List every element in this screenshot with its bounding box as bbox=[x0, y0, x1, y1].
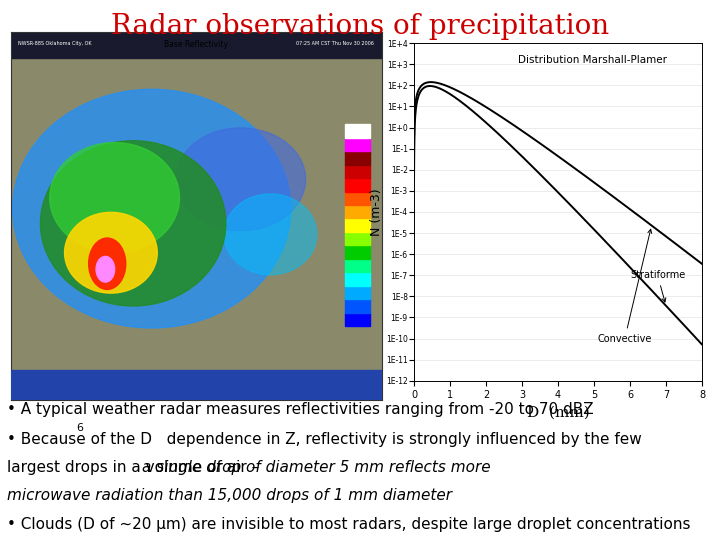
Text: • Clouds (D of ~20 μm) are invisible to most radars, despite large droplet conce: • Clouds (D of ~20 μm) are invisible to … bbox=[7, 517, 690, 532]
Bar bbox=[345, 245, 371, 259]
Text: largest drops in a volume of air –: largest drops in a volume of air – bbox=[7, 460, 264, 475]
Bar bbox=[11, 370, 382, 400]
Bar bbox=[345, 259, 371, 272]
Bar bbox=[345, 232, 371, 245]
Bar bbox=[11, 32, 382, 58]
Text: Distribution Marshall-Plamer: Distribution Marshall-Plamer bbox=[518, 55, 667, 65]
Bar bbox=[345, 286, 371, 299]
Y-axis label: N (m-3): N (m-3) bbox=[370, 188, 383, 236]
Bar bbox=[345, 205, 371, 219]
Ellipse shape bbox=[65, 212, 157, 293]
Bar bbox=[345, 151, 371, 165]
X-axis label: D  (mm): D (mm) bbox=[526, 406, 590, 420]
Bar bbox=[345, 165, 371, 178]
Bar bbox=[345, 313, 371, 326]
Text: Stratiforme: Stratiforme bbox=[630, 270, 685, 302]
Bar bbox=[345, 124, 371, 138]
Bar bbox=[345, 178, 371, 192]
Text: Base Reflectivity: Base Reflectivity bbox=[164, 40, 228, 49]
Text: NWSR-88S Oklahoma City, OK: NWSR-88S Oklahoma City, OK bbox=[18, 41, 92, 46]
Text: a single drop of diameter 5 mm reflects more: a single drop of diameter 5 mm reflects … bbox=[142, 460, 490, 475]
Ellipse shape bbox=[89, 238, 126, 289]
Bar bbox=[345, 219, 371, 232]
Bar bbox=[345, 138, 371, 151]
Text: 6: 6 bbox=[76, 423, 84, 433]
Ellipse shape bbox=[224, 194, 317, 275]
Bar bbox=[345, 192, 371, 205]
Bar bbox=[345, 299, 371, 313]
Text: Radar observations of precipitation: Radar observations of precipitation bbox=[111, 14, 609, 40]
Text: • A typical weather radar measures reflectivities ranging from -20 to 70 dBZ: • A typical weather radar measures refle… bbox=[7, 402, 594, 417]
Bar bbox=[345, 272, 371, 286]
Text: 07:25 AM CST Thu Nov 30 2006: 07:25 AM CST Thu Nov 30 2006 bbox=[297, 41, 374, 46]
Ellipse shape bbox=[96, 256, 114, 282]
Text: • Because of the D   dependence in Z, reflectivity is strongly influenced by the: • Because of the D dependence in Z, refl… bbox=[7, 432, 642, 447]
Ellipse shape bbox=[40, 141, 226, 306]
Text: microwave radiation than 15,000 drops of 1 mm diameter: microwave radiation than 15,000 drops of… bbox=[7, 488, 452, 503]
Ellipse shape bbox=[176, 128, 305, 231]
Ellipse shape bbox=[50, 143, 179, 253]
Text: Convective: Convective bbox=[598, 230, 652, 343]
Ellipse shape bbox=[13, 89, 291, 328]
